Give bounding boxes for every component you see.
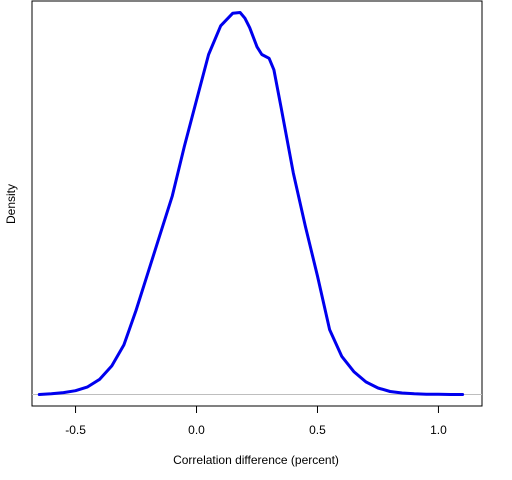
x-axis: -0.5 0.0 0.5 1.0 (65, 405, 447, 437)
x-tick-label: 0.5 (309, 423, 326, 437)
x-tick-label: -0.5 (65, 423, 86, 437)
y-axis-title: Density (4, 184, 18, 224)
x-tick-label: 1.0 (430, 423, 447, 437)
x-tick-label: 0.0 (188, 423, 205, 437)
plot-frame (31, 0, 483, 407)
x-axis-title: Correlation difference (percent) (173, 453, 339, 467)
density-curve (37, 11, 465, 396)
